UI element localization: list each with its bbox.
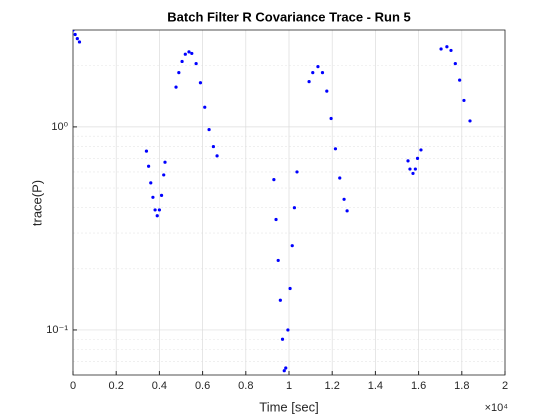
data-point bbox=[153, 208, 157, 212]
data-point bbox=[419, 148, 423, 152]
data-point bbox=[316, 65, 320, 69]
data-point bbox=[278, 298, 282, 302]
data-point bbox=[147, 164, 151, 168]
data-point bbox=[408, 167, 412, 171]
data-point bbox=[274, 217, 278, 222]
data-point bbox=[198, 81, 203, 85]
y-tick-label: 10⁻¹ bbox=[46, 324, 68, 336]
data-point bbox=[75, 37, 79, 41]
data-point bbox=[462, 98, 466, 103]
x-axis-label: Time [sec] bbox=[259, 399, 318, 414]
data-point bbox=[325, 89, 329, 93]
data-point bbox=[449, 48, 453, 53]
y-tick-label: 10⁰ bbox=[51, 121, 68, 133]
data-point bbox=[458, 78, 462, 82]
data-point bbox=[413, 167, 417, 171]
data-point bbox=[320, 71, 325, 75]
x-tick-label: 0.2 bbox=[109, 380, 124, 392]
data-point bbox=[311, 71, 315, 75]
data-point bbox=[415, 156, 420, 160]
data-point bbox=[215, 154, 219, 158]
data-point bbox=[276, 258, 280, 263]
x-tick-label: 1.6 bbox=[411, 380, 426, 392]
data-point bbox=[151, 195, 155, 199]
data-point bbox=[329, 116, 333, 121]
data-point bbox=[280, 337, 285, 341]
data-point bbox=[144, 149, 149, 153]
data-point bbox=[272, 178, 276, 182]
x-tick-label: 0.8 bbox=[238, 380, 253, 392]
data-point bbox=[345, 209, 349, 213]
data-point bbox=[187, 50, 191, 54]
data-point bbox=[190, 51, 194, 56]
data-point bbox=[194, 61, 198, 66]
data-point bbox=[439, 47, 443, 51]
x-tick-label: 1.4 bbox=[368, 380, 383, 392]
data-point bbox=[180, 59, 184, 64]
data-point bbox=[468, 119, 472, 123]
data-point bbox=[162, 173, 166, 177]
data-point bbox=[292, 206, 296, 210]
data-point bbox=[453, 61, 457, 66]
data-point bbox=[207, 127, 211, 132]
data-point bbox=[333, 147, 338, 151]
data-point bbox=[342, 197, 346, 201]
x-tick-label: 1 bbox=[286, 380, 292, 392]
x-tick-label: 0 bbox=[70, 380, 76, 392]
x-tick-label: 0.6 bbox=[195, 380, 210, 392]
data-point bbox=[338, 176, 342, 180]
y-axis-label: trace(P) bbox=[29, 180, 44, 226]
data-point bbox=[203, 105, 207, 109]
data-point bbox=[155, 214, 159, 218]
data-point bbox=[286, 328, 290, 332]
data-point bbox=[177, 71, 181, 75]
chart-title: Batch Filter R Covariance Trace - Run 5 bbox=[167, 9, 410, 24]
data-point bbox=[290, 244, 294, 248]
x-tick-label: 2 bbox=[502, 380, 508, 392]
data-point bbox=[73, 32, 77, 37]
data-point bbox=[157, 208, 161, 212]
data-point bbox=[295, 170, 299, 174]
data-point bbox=[307, 80, 311, 84]
data-point bbox=[159, 193, 164, 197]
axes-box bbox=[72, 29, 506, 376]
data-point bbox=[282, 369, 286, 373]
data-point bbox=[174, 85, 178, 89]
x-tick-label: 1.2 bbox=[325, 380, 340, 392]
data-point bbox=[288, 286, 292, 291]
data-point bbox=[77, 40, 82, 44]
data-point bbox=[406, 159, 410, 163]
x-tick-label: 0.4 bbox=[152, 380, 167, 392]
x-exponent-label: ×10⁴ bbox=[485, 402, 509, 414]
data-point bbox=[163, 160, 167, 164]
data-point bbox=[149, 181, 153, 185]
data-point bbox=[73, 30, 75, 32]
data-point bbox=[445, 45, 449, 49]
data-point bbox=[411, 171, 415, 176]
x-tick-label: 1.8 bbox=[454, 380, 469, 392]
data-point bbox=[284, 366, 288, 370]
data-point bbox=[211, 144, 215, 149]
data-point bbox=[183, 52, 187, 56]
